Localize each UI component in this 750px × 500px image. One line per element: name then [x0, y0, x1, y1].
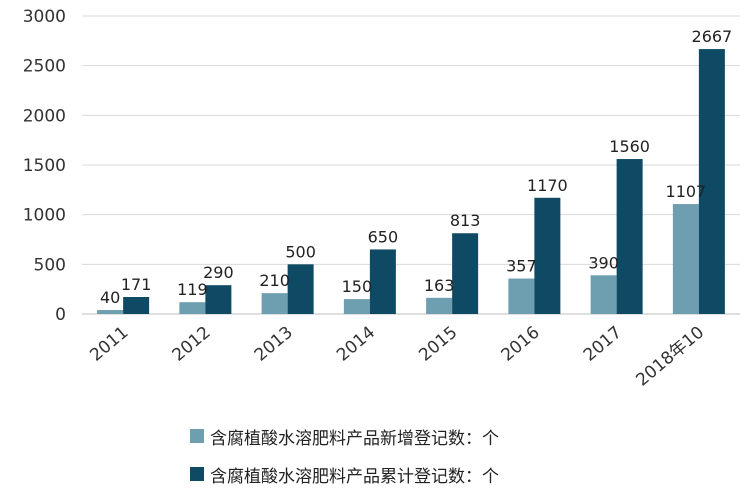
y-tick-label: 2500 [23, 57, 66, 77]
bar-new [672, 204, 699, 314]
gridlines [82, 15, 740, 315]
y-axis: 0 500 1000 1500 2000 2500 3000 [23, 7, 66, 325]
legend-swatch-new [190, 429, 204, 443]
x-tick-label: 2018年10 [632, 323, 708, 391]
bar-cumulative [452, 233, 479, 314]
bar-new [590, 275, 617, 314]
data-label-cumulative: 500 [285, 242, 316, 261]
data-label-new: 357 [506, 257, 537, 276]
legend-swatch-cumulative [190, 467, 204, 481]
bar-cumulative [205, 285, 232, 314]
data-label-cumulative: 1170 [527, 176, 568, 195]
x-tick-label: 2017 [580, 323, 626, 366]
x-axis: 2011 2012 2013 2014 2015 2016 2017 2018年10 [86, 323, 708, 391]
legend-item-cumulative: 含腐植酸水溶肥料产品累计登记数：个 [190, 462, 499, 487]
bar-new [426, 297, 453, 314]
legend-item-new: 含腐植酸水溶肥料产品新增登记数：个 [190, 424, 499, 449]
bar-new [179, 302, 206, 314]
data-label-cumulative: 2667 [692, 27, 733, 46]
data-label-new: 163 [424, 276, 455, 295]
x-tick-label: 2014 [333, 323, 379, 366]
y-tick-label: 500 [34, 255, 66, 275]
data-label-cumulative: 171 [121, 275, 152, 294]
bar-new [508, 278, 535, 314]
bar-new [261, 293, 288, 314]
bar-cumulative [534, 197, 561, 314]
bar-cumulative [616, 159, 643, 314]
data-label-new: 1107 [666, 182, 707, 201]
bars [97, 49, 725, 314]
legend-label-cumulative: 含腐植酸水溶肥料产品累计登记数：个 [210, 466, 499, 487]
bar-cumulative [698, 49, 725, 314]
bar-cumulative [287, 264, 314, 314]
x-tick-label: 2011 [86, 323, 132, 366]
x-tick-label: 2012 [169, 323, 215, 366]
x-tick-label: 2016 [498, 323, 544, 366]
y-tick-label: 2000 [23, 106, 66, 126]
data-label-cumulative: 1560 [609, 137, 650, 156]
legend: 含腐植酸水溶肥料产品新增登记数：个 含腐植酸水溶肥料产品累计登记数：个 [190, 420, 710, 490]
bar-cumulative [123, 297, 150, 314]
y-tick-label: 1500 [23, 156, 66, 176]
x-tick-label: 2013 [251, 323, 297, 366]
data-label-cumulative: 650 [368, 227, 399, 246]
x-tick-label: 2015 [415, 323, 461, 366]
data-label-new: 150 [342, 277, 373, 296]
data-label-cumulative: 813 [450, 211, 481, 230]
data-label-cumulative: 290 [203, 263, 234, 282]
bar-cumulative [369, 249, 396, 314]
data-label-new: 40 [100, 288, 120, 307]
data-label-new: 390 [588, 253, 619, 272]
legend-label-new: 含腐植酸水溶肥料产品新增登记数：个 [210, 428, 499, 449]
data-label-new: 210 [259, 271, 290, 290]
bar-new [343, 299, 370, 314]
bar-new [97, 310, 124, 314]
y-tick-label: 3000 [23, 7, 66, 27]
y-tick-label: 0 [55, 305, 66, 325]
data-label-new: 119 [177, 280, 208, 299]
y-tick-label: 1000 [23, 206, 66, 226]
